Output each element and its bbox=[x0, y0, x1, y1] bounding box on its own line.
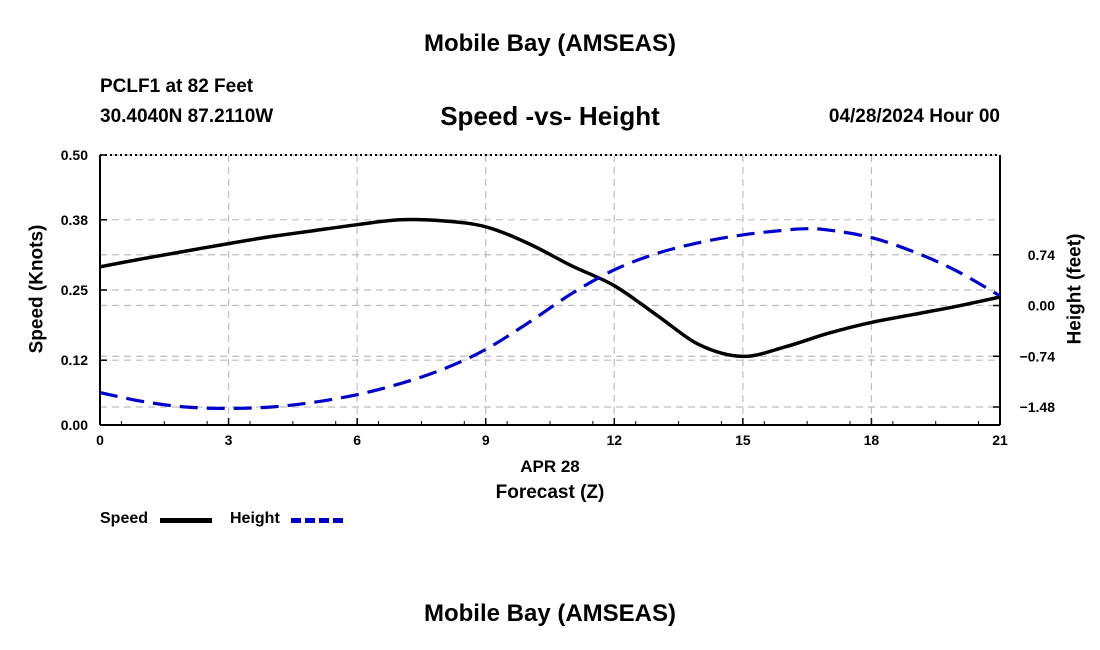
y-tick-label-left: 0.25 bbox=[61, 282, 88, 298]
series-line-speed bbox=[99, 217, 1001, 359]
x-tick-label: 15 bbox=[735, 432, 751, 448]
station-coordinates: 30.4040N 87.2110W bbox=[100, 106, 274, 127]
y-tick-label-right: −0.74 bbox=[1020, 348, 1056, 364]
series-line-height bbox=[99, 227, 1001, 410]
y-tick-label-right: 0.00 bbox=[1028, 298, 1055, 314]
legend-height-label: Height bbox=[230, 510, 280, 527]
x-tick-label: 18 bbox=[864, 432, 880, 448]
x-sublabel: APR 28 bbox=[520, 457, 580, 476]
legend-speed-swatch bbox=[160, 518, 212, 523]
y-tick-label-right: −1.48 bbox=[1020, 399, 1056, 415]
legend-height-swatch bbox=[291, 518, 343, 523]
date-hour: 04/28/2024 Hour 00 bbox=[828, 106, 1000, 127]
y-tick-label-right: 0.74 bbox=[1028, 247, 1055, 263]
y-tick-label-left: 0.12 bbox=[61, 352, 88, 368]
y-axis-label-right: Height (feet) bbox=[1064, 233, 1086, 345]
main-title: Mobile Bay (AMSEAS) bbox=[423, 30, 677, 57]
y-tick-label-left: 0.00 bbox=[61, 417, 88, 433]
footer-title: Mobile Bay (AMSEAS) bbox=[423, 600, 677, 627]
x-tick-label: 6 bbox=[353, 432, 361, 448]
x-tick-label: 3 bbox=[225, 432, 233, 448]
x-tick-label: 12 bbox=[606, 432, 622, 448]
x-tick-label: 0 bbox=[96, 432, 104, 448]
x-tick-label: 21 bbox=[992, 432, 1008, 448]
station-name: PCLF1 at 82 Feet bbox=[100, 76, 254, 97]
y-tick-label-left: 0.50 bbox=[61, 147, 88, 163]
legend-speed-label: Speed bbox=[100, 510, 149, 527]
x-tick-label: 9 bbox=[482, 432, 490, 448]
y-tick-label-left: 0.38 bbox=[61, 212, 88, 228]
chart-title: Speed -vs- Height bbox=[440, 101, 660, 131]
y-axis-label-left: Speed (Knots) bbox=[26, 224, 48, 354]
x-axis-label: Forecast (Z) bbox=[495, 482, 605, 503]
